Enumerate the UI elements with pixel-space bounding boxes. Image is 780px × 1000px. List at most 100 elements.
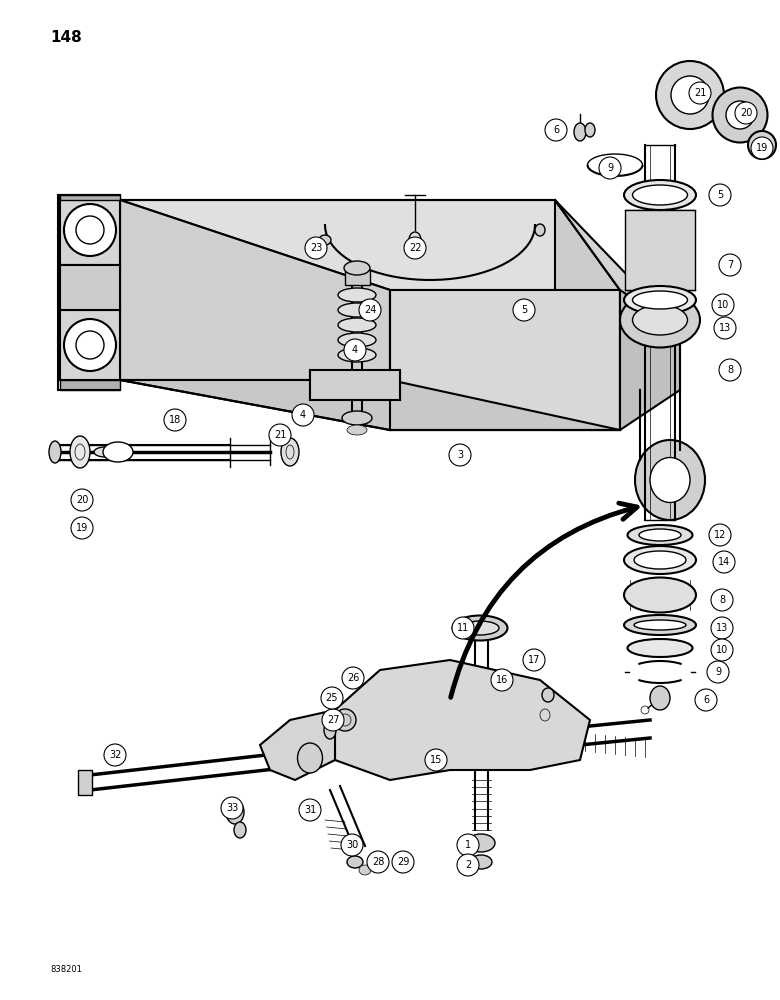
Circle shape [71, 489, 93, 511]
Circle shape [71, 517, 93, 539]
Circle shape [713, 551, 735, 573]
Circle shape [164, 409, 186, 431]
Circle shape [344, 339, 366, 361]
Text: 10: 10 [716, 645, 728, 655]
Ellipse shape [319, 235, 331, 245]
Ellipse shape [334, 709, 356, 731]
Text: 26: 26 [347, 673, 359, 683]
Text: 2: 2 [465, 860, 471, 870]
Polygon shape [390, 290, 620, 430]
Text: 13: 13 [716, 623, 728, 633]
Ellipse shape [624, 578, 696, 612]
Ellipse shape [338, 333, 376, 347]
Ellipse shape [344, 261, 370, 275]
Text: 9: 9 [715, 667, 721, 677]
Text: 15: 15 [430, 755, 442, 765]
Text: 29: 29 [397, 857, 410, 867]
Ellipse shape [712, 88, 768, 142]
Text: 21: 21 [274, 430, 286, 440]
Text: 3: 3 [457, 450, 463, 460]
Ellipse shape [755, 138, 769, 152]
Ellipse shape [635, 440, 705, 520]
Ellipse shape [49, 441, 61, 463]
Ellipse shape [338, 303, 376, 317]
Circle shape [689, 82, 711, 104]
Ellipse shape [338, 348, 376, 362]
Ellipse shape [633, 185, 687, 205]
Polygon shape [60, 265, 120, 310]
Ellipse shape [620, 292, 700, 348]
Ellipse shape [671, 76, 709, 114]
Polygon shape [555, 200, 680, 390]
Text: 27: 27 [327, 715, 339, 725]
Text: 28: 28 [372, 857, 385, 867]
Ellipse shape [338, 318, 376, 332]
Polygon shape [310, 370, 400, 400]
Circle shape [711, 589, 733, 611]
Ellipse shape [94, 447, 116, 457]
Ellipse shape [452, 615, 508, 641]
Text: 20: 20 [76, 495, 88, 505]
Circle shape [322, 709, 344, 731]
Ellipse shape [748, 131, 776, 159]
Polygon shape [555, 200, 620, 430]
Text: 6: 6 [553, 125, 559, 135]
Circle shape [392, 851, 414, 873]
Circle shape [342, 667, 364, 689]
Circle shape [712, 294, 734, 316]
Text: 32: 32 [109, 750, 121, 760]
Text: 31: 31 [304, 805, 316, 815]
Text: 33: 33 [226, 803, 238, 813]
Polygon shape [120, 380, 620, 430]
Ellipse shape [624, 180, 696, 210]
Text: 8: 8 [719, 595, 725, 605]
Polygon shape [335, 660, 590, 780]
Circle shape [709, 184, 731, 206]
Polygon shape [620, 290, 680, 430]
Circle shape [545, 119, 567, 141]
Ellipse shape [342, 411, 372, 425]
Polygon shape [60, 310, 120, 380]
Ellipse shape [64, 319, 116, 371]
Circle shape [709, 524, 731, 546]
Circle shape [457, 834, 479, 856]
Circle shape [695, 689, 717, 711]
Ellipse shape [650, 686, 670, 710]
Ellipse shape [76, 331, 104, 359]
Circle shape [707, 661, 729, 683]
Ellipse shape [574, 123, 586, 141]
Circle shape [719, 359, 741, 381]
Ellipse shape [634, 551, 686, 569]
Ellipse shape [624, 615, 696, 635]
Text: 4: 4 [352, 345, 358, 355]
Ellipse shape [76, 216, 104, 244]
Text: 19: 19 [76, 523, 88, 533]
Polygon shape [345, 270, 370, 285]
Circle shape [491, 669, 513, 691]
Text: 23: 23 [310, 243, 322, 253]
Circle shape [221, 797, 243, 819]
Circle shape [359, 299, 381, 321]
Text: 25: 25 [326, 693, 339, 703]
Text: 24: 24 [363, 305, 376, 315]
Text: 20: 20 [739, 108, 752, 118]
Polygon shape [60, 195, 120, 200]
Text: 5: 5 [521, 305, 527, 315]
Ellipse shape [726, 101, 754, 129]
Circle shape [341, 834, 363, 856]
Circle shape [513, 299, 535, 321]
Text: 4: 4 [300, 410, 306, 420]
Ellipse shape [103, 442, 133, 462]
Circle shape [269, 424, 291, 446]
Polygon shape [60, 195, 120, 265]
Circle shape [719, 254, 741, 276]
Circle shape [404, 237, 426, 259]
Ellipse shape [470, 855, 492, 869]
Polygon shape [78, 770, 92, 795]
Ellipse shape [633, 291, 687, 309]
Circle shape [457, 854, 479, 876]
Ellipse shape [542, 688, 554, 702]
Text: 1: 1 [465, 840, 471, 850]
Text: 16: 16 [496, 675, 508, 685]
Ellipse shape [633, 305, 687, 335]
